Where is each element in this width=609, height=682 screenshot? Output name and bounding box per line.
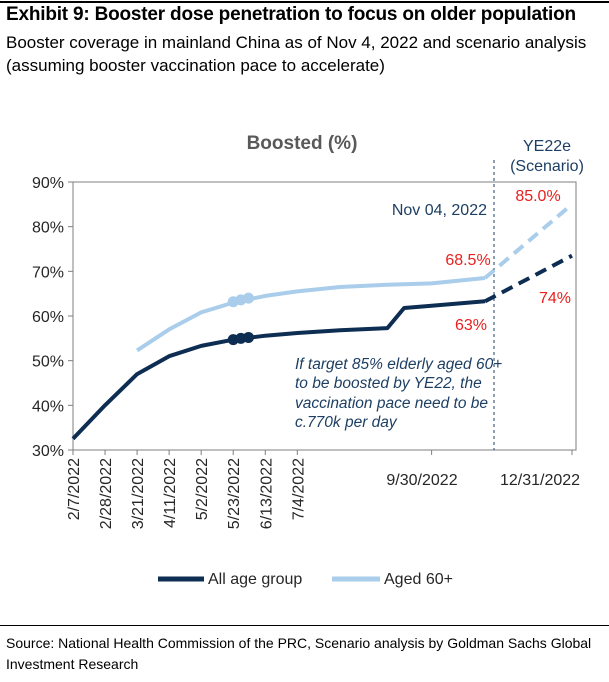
legend-label-all-age: All age group: [208, 571, 302, 588]
booster-chart: Boosted (%) 30% 40% 50% 60% 70% 80% 90% 2/7/20…: [32, 133, 584, 588]
exhibit-title: Exhibit 9: Booster dose penetration to f…: [6, 4, 576, 25]
exhibit-subtitle: Booster coverage in mainland China as of…: [6, 33, 587, 75]
ye22e-label: YE22e: [523, 138, 571, 155]
nov04-label: Nov 04, 2022: [392, 202, 487, 219]
series-line-all-age-group-scenario: [484, 253, 573, 304]
y-tick-label: 90%: [32, 175, 64, 192]
series-line-aged-60-scenario: [483, 202, 574, 280]
label-685: 68.5%: [445, 252, 490, 269]
x-axis: 2/7/2022 2/28/2022 3/21/2022 4/11/2022 5/2/2…: [66, 450, 580, 529]
x-tick-label: 5/23/2022: [226, 458, 243, 529]
series-layer: [71, 202, 574, 441]
note-line: to be boosted by YE22, the: [295, 375, 482, 392]
data-point-marker: [242, 292, 254, 304]
y-tick-label: 80%: [32, 220, 64, 237]
label-63: 63%: [455, 317, 487, 334]
chart-title: Boosted (%): [247, 133, 358, 154]
data-point-marker: [242, 331, 254, 343]
label-74: 74%: [539, 290, 571, 307]
y-tick-label: 70%: [32, 264, 64, 281]
y-tick-label: 30%: [32, 443, 64, 460]
scenario-label: (Scenario): [510, 158, 584, 175]
series-line-aged-60: [136, 276, 486, 353]
x-tick-label: 5/2/2022: [194, 458, 211, 520]
series-line-all-age-group: [71, 299, 486, 441]
legend-label-aged60: Aged 60+: [384, 571, 453, 588]
y-tick-label: 60%: [32, 309, 64, 326]
y-axis: 30% 40% 50% 60% 70% 80% 90%: [32, 175, 73, 460]
label-85: 85.0%: [515, 188, 560, 205]
note-line: vaccination pace need to be: [295, 395, 488, 412]
x-tick-label: 9/30/2022: [386, 472, 457, 489]
x-tick-label: 4/11/2022: [162, 458, 179, 528]
x-tick-label: 2/7/2022: [66, 458, 83, 520]
x-tick-label: 2/28/2022: [98, 458, 115, 529]
legend: All age group Aged 60+: [158, 571, 453, 588]
scenario-note: If target 85% elderly aged 60+ to be boo…: [295, 356, 502, 431]
x-tick-label: 3/21/2022: [130, 458, 147, 529]
x-tick-label: 7/4/2022: [290, 458, 307, 520]
bottom-rule: [0, 625, 609, 626]
y-tick-label: 40%: [32, 398, 64, 415]
source-note: Source: National Health Commission of th…: [6, 635, 592, 672]
top-rule: [0, 1, 609, 3]
y-tick-label: 50%: [32, 354, 64, 371]
note-line: c.770k per day: [295, 414, 398, 431]
x-tick-label: 12/31/2022: [500, 472, 580, 489]
x-tick-label: 6/13/2022: [258, 458, 275, 529]
note-line: If target 85% elderly aged 60+: [295, 356, 502, 373]
